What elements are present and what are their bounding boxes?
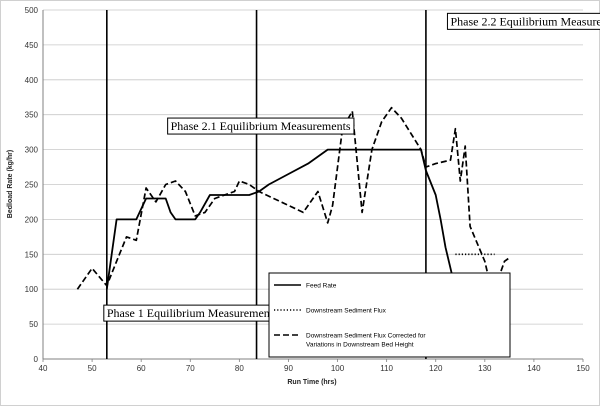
phase-annotation-text: Phase 2.2 Equilibrium Measurements (450, 14, 600, 28)
x-axis-title: Run Time (hrs) (287, 379, 336, 386)
y-tick-label: 200 (25, 215, 39, 224)
legend: Feed Rate Downstream Sediment Flux Downstr… (268, 272, 511, 358)
y-tick-label: 50 (29, 320, 38, 329)
x-tick-label: 100 (331, 364, 345, 373)
phase-annotation-text: Phase 1 Equilibrium Measurements (107, 306, 278, 320)
annotations: Phase 1 Equilibrium Measurements Phase 2.… (103, 12, 600, 322)
phase-annotation-box (167, 117, 355, 135)
y-tick-label: 450 (25, 41, 39, 50)
x-tick-label: 120 (429, 364, 443, 373)
y-tick-label: 250 (25, 181, 39, 190)
x-tick-label: 140 (527, 364, 541, 373)
x-tick-label: 40 (39, 364, 48, 373)
legend-box (268, 272, 511, 358)
x-tick-label: 150 (576, 364, 590, 373)
legend-label-line: Downstream Sediment Flux Corrected for (306, 333, 426, 340)
x-tick-label: 50 (88, 364, 97, 373)
axes: 0 50 100 150 200 250 300 350 400 450 500 40 50 60 70 80… (25, 6, 591, 373)
y-tick-label: 350 (25, 111, 39, 120)
legend-label-line: Variations in Downstream Bed Height (306, 342, 414, 349)
phase-annotation: Phase 2.2 Equilibrium Measurements (446, 12, 600, 30)
phase-annotation-box (446, 12, 600, 30)
series-line-solid (105, 148, 510, 291)
y-tick-label: 300 (25, 146, 39, 155)
phase-annotation-text: Phase 2.1 Equilibrium Measurements (171, 119, 351, 133)
legend-label: Downstream Sediment Flux (306, 308, 387, 315)
x-tick-label: 130 (478, 364, 492, 373)
phase-annotation: Phase 2.1 Equilibrium Measurements (167, 117, 355, 135)
legend-label-line: Feed Rate (306, 283, 337, 290)
y-tick-label: 100 (25, 285, 39, 294)
series (76, 106, 510, 291)
x-tick-label: 70 (186, 364, 195, 373)
x-tick-label: 80 (235, 364, 244, 373)
y-tick-label: 400 (25, 76, 39, 85)
y-tick-label: 500 (25, 6, 39, 15)
legend-label: Downstream Sediment Flux Corrected for Va… (306, 333, 426, 349)
x-tick-label: 90 (284, 364, 293, 373)
x-tick-label: 60 (137, 364, 146, 373)
phase-annotation: Phase 1 Equilibrium Measurements (103, 304, 282, 322)
legend-label-line: Downstream Sediment Flux (306, 308, 387, 315)
x-tick-label: 110 (380, 364, 393, 373)
y-tick-label: 150 (25, 250, 39, 259)
series-line-dashed (76, 106, 510, 291)
y-tick-label: 0 (34, 355, 39, 364)
y-axis-title: Bedload Rate (kg/hr) (7, 150, 14, 218)
legend-label: Feed Rate (306, 283, 337, 290)
